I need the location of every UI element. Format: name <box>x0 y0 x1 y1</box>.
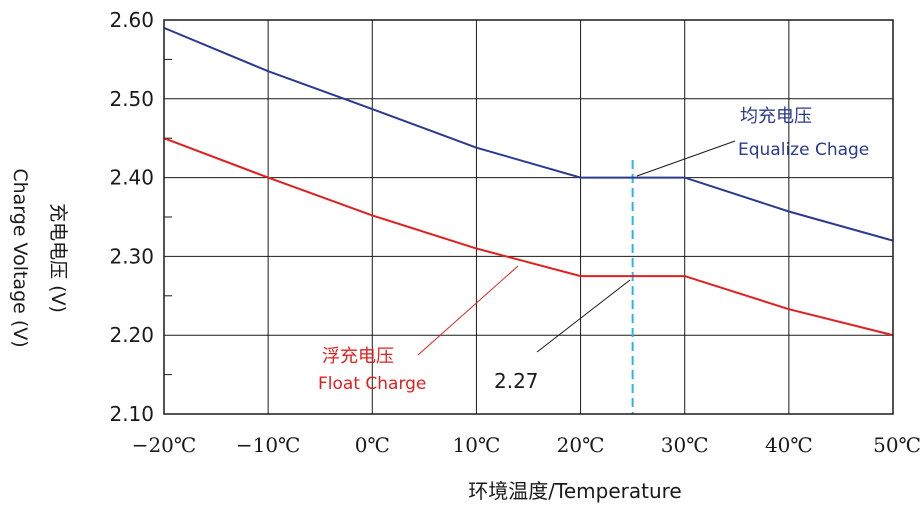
y-tick-labels: 2.60 2.50 2.40 2.30 2.20 2.10 <box>109 8 154 426</box>
equalize-leader-line <box>636 140 736 177</box>
x-tick-label: −20℃ <box>132 433 197 457</box>
y-axis-label-zh: 充电电压 (V) <box>47 203 69 313</box>
x-tick-label: 10℃ <box>453 433 501 457</box>
y-tick-label: 2.50 <box>109 87 154 111</box>
x-tick-label: −10℃ <box>236 433 301 457</box>
y-tick-label: 2.20 <box>109 323 154 347</box>
x-axis-label: 环境温度/Temperature <box>468 479 681 503</box>
series-group <box>163 26 894 337</box>
value-label: 2.27 <box>494 369 539 393</box>
float-label-zh: 浮充电压 <box>322 346 394 367</box>
plot-border <box>163 19 894 415</box>
float-charge-line <box>163 137 894 337</box>
annotations: 均充电压 Equalize Chage 浮充电压 Float Charge 2.… <box>318 106 869 394</box>
x-tick-label: 30℃ <box>661 433 709 457</box>
y-axis-label-en: Charge Voltage (V) <box>9 168 31 347</box>
y-tick-label: 2.30 <box>109 244 154 268</box>
equalize-label-en: Equalize Chage <box>738 140 869 160</box>
y-tick-label: 2.40 <box>109 166 154 190</box>
plot-frame <box>163 19 894 415</box>
equalize-charge-line <box>163 26 894 242</box>
x-tick-label: 20℃ <box>557 433 605 457</box>
float-leader-line <box>417 265 519 356</box>
value-leader-line <box>536 279 631 353</box>
x-tick-label: 50℃ <box>873 433 921 457</box>
y-tick-label: 2.10 <box>109 402 154 426</box>
x-tick-label: 0℃ <box>355 433 390 457</box>
grid <box>163 19 894 415</box>
x-tick-label: 40℃ <box>765 433 813 457</box>
equalize-label-zh: 均充电压 <box>740 106 812 127</box>
x-tick-labels: −20℃ −10℃ 0℃ 10℃ 20℃ 30℃ 40℃ 50℃ <box>132 433 921 457</box>
float-label-en: Float Charge <box>318 374 426 394</box>
y-tick-label: 2.60 <box>109 8 154 32</box>
